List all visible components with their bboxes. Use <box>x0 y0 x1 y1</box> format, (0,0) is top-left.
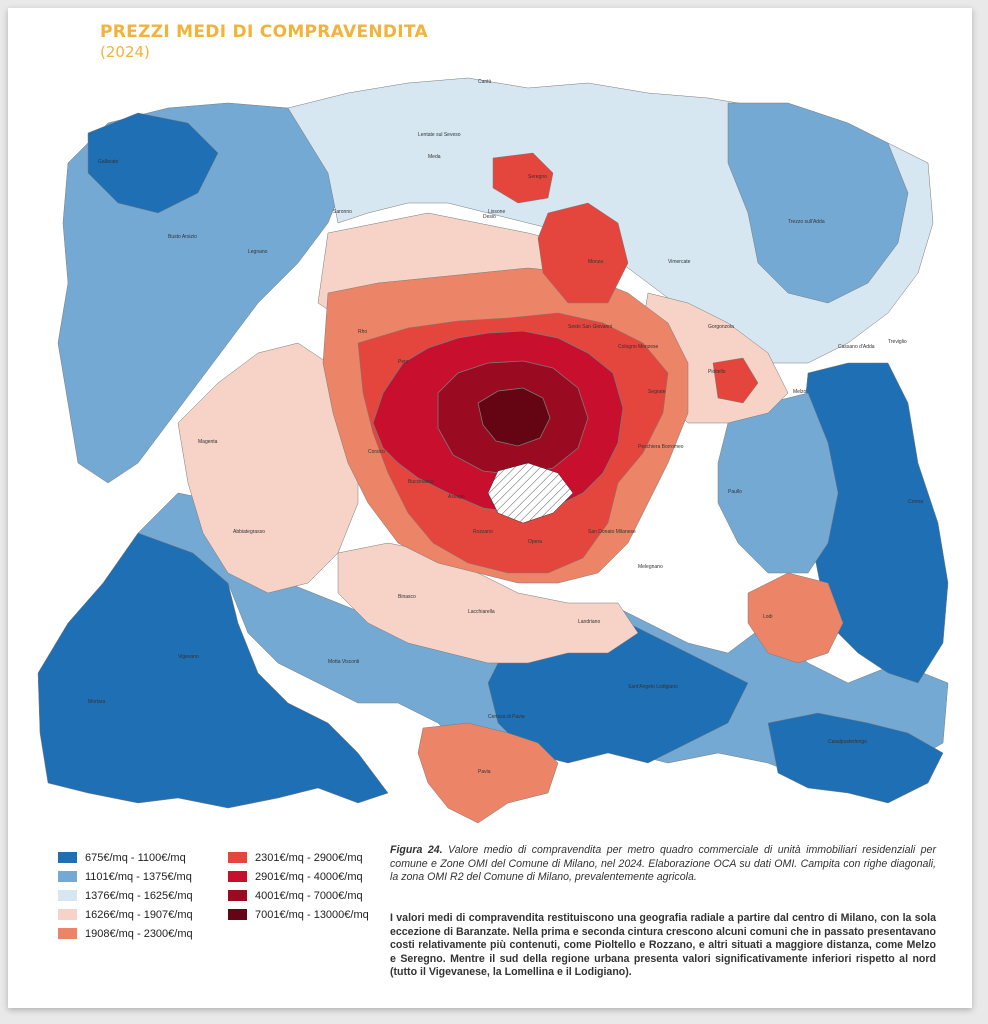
map-place-label: Monza <box>588 259 603 265</box>
map-place-label: Pero <box>398 359 409 365</box>
map-place-label: Casalpusterlengo <box>828 739 867 745</box>
figure-caption-text: Valore medio di compravendita per metro … <box>390 844 936 883</box>
map-place-label: Buccinasco <box>408 479 434 485</box>
map-place-label: Landriano <box>578 619 600 625</box>
map-region-seregno <box>492 152 554 204</box>
legend-label: 1376€/mq - 1625€/mq <box>85 889 193 902</box>
map-place-label: Seregno <box>528 174 547 180</box>
legend-column-1: 675€/mq - 1100€/mq 1101€/mq - 1375€/mq 1… <box>58 848 193 943</box>
map-region-southeast-deep <box>767 712 944 804</box>
map-place-label: Melegnano <box>638 564 663 570</box>
choropleth-map: Meda Lentate sul Seveso Lissone Desio Monza S… <box>28 63 958 833</box>
map-place-label: Saronno <box>333 209 352 215</box>
legend-label: 7001€/mq - 13000€/mq <box>255 908 369 921</box>
legend-swatch <box>228 871 247 882</box>
map-place-label: Melzo <box>793 389 807 395</box>
map-place-label: Assago <box>448 494 465 500</box>
map-place-label: Certosa di Pavia <box>488 714 525 720</box>
legend-item: 1376€/mq - 1625€/mq <box>58 886 193 905</box>
map-place-label: Treviglio <box>888 339 907 345</box>
legend-item: 1101€/mq - 1375€/mq <box>58 867 193 886</box>
legend-swatch <box>58 909 77 920</box>
map-place-label: Motta Visconti <box>328 659 359 665</box>
body-paragraph: I valori medi di compravendita restituis… <box>390 912 936 978</box>
map-place-label: Rho <box>358 329 367 335</box>
legend-label: 1626€/mq - 1907€/mq <box>85 908 193 921</box>
legend-item: 4001€/mq - 7000€/mq <box>228 886 369 905</box>
map-place-label: Peschiera Borromeo <box>638 444 684 450</box>
map-place-label: Pioltello <box>708 369 726 375</box>
map-place-label: Lentate sul Seveso <box>418 132 461 138</box>
legend-item: 675€/mq - 1100€/mq <box>58 848 193 867</box>
map-place-label: Pavia <box>478 769 491 775</box>
legend-column-2: 2301€/mq - 2900€/mq 2901€/mq - 4000€/mq … <box>228 848 369 924</box>
map-place-label: Lacchiarella <box>468 609 495 615</box>
map-place-label: Abbiategrasso <box>233 529 265 535</box>
legend-label: 2901€/mq - 4000€/mq <box>255 870 363 883</box>
legend-swatch <box>58 890 77 901</box>
map-place-label: Sesto San Giovanni <box>568 324 612 330</box>
map-place-label: Trezzo sull'Adda <box>788 219 825 225</box>
map-place-label: Cassano d'Adda <box>838 344 875 350</box>
page-subtitle: (2024) <box>100 43 150 61</box>
map-place-label: Gallarate <box>98 159 119 165</box>
map-region-varesotto <box>87 112 219 214</box>
map-place-label: Vimercate <box>668 259 691 265</box>
figure-number: Figura 24. <box>390 844 443 856</box>
map-place-label: Corsico <box>368 449 385 455</box>
map-place-label: Cantù <box>478 79 492 85</box>
map-region-east-mid <box>717 392 839 574</box>
map-place-label: Rozzano <box>473 529 493 535</box>
map-place-label: San Donato Milanese <box>588 529 636 535</box>
map-region-monza <box>537 202 629 304</box>
map-place-label: Binasco <box>398 594 416 600</box>
legend-swatch <box>58 871 77 882</box>
map-place-label: Legnano <box>248 249 268 255</box>
legend-label: 675€/mq - 1100€/mq <box>85 851 186 864</box>
map-place-label: Sant'Angelo Lodigiano <box>628 684 678 690</box>
map-place-label: Desio <box>483 214 496 220</box>
map-place-label: Opera <box>528 539 542 545</box>
map-region-lodi <box>747 572 844 664</box>
legend-label: 1908€/mq - 2300€/mq <box>85 927 193 940</box>
map-place-label: Lodi <box>763 614 772 620</box>
map-regions <box>37 77 949 824</box>
map-place-label: Mortara <box>88 699 105 705</box>
map-place-label: Paullo <box>728 489 742 495</box>
legend-label: 4001€/mq - 7000€/mq <box>255 889 363 902</box>
legend-swatch <box>228 890 247 901</box>
legend-swatch <box>58 852 77 863</box>
map-place-label: Crema <box>908 499 923 505</box>
map-place-label: Magenta <box>198 439 218 445</box>
map-region-milano-center <box>477 387 551 447</box>
map-place-label: Segrate <box>648 389 666 395</box>
map-region-northeast <box>727 102 909 304</box>
map-region-west-ring <box>177 342 359 594</box>
map-region-r2-agricultural <box>487 462 574 524</box>
legend-swatch <box>228 909 247 920</box>
map-place-label: Gorgonzola <box>708 324 734 330</box>
legend-swatch <box>58 928 77 939</box>
legend-item: 1908€/mq - 2300€/mq <box>58 924 193 943</box>
map-region-pavia <box>417 722 559 824</box>
page: PREZZI MEDI DI COMPRAVENDITA (2024) <box>8 8 972 1008</box>
map-place-label: Meda <box>428 154 441 160</box>
legend-item: 2301€/mq - 2900€/mq <box>228 848 369 867</box>
legend-item: 1626€/mq - 1907€/mq <box>58 905 193 924</box>
legend-item: 2901€/mq - 4000€/mq <box>228 867 369 886</box>
figure-caption: Figura 24. Valore medio di compravendita… <box>390 844 936 885</box>
map-region-melzo <box>712 357 759 404</box>
page-title: PREZZI MEDI DI COMPRAVENDITA <box>100 22 428 42</box>
map-place-label: Vigevano <box>178 654 199 660</box>
legend-item: 7001€/mq - 13000€/mq <box>228 905 369 924</box>
legend-label: 1101€/mq - 1375€/mq <box>85 870 192 883</box>
legend-label: 2301€/mq - 2900€/mq <box>255 851 363 864</box>
map-place-label: Busto Arsizio <box>168 234 197 240</box>
map-place-label: Lissone <box>488 209 505 215</box>
legend-swatch <box>228 852 247 863</box>
map-place-label: Cologno Monzese <box>618 344 659 350</box>
